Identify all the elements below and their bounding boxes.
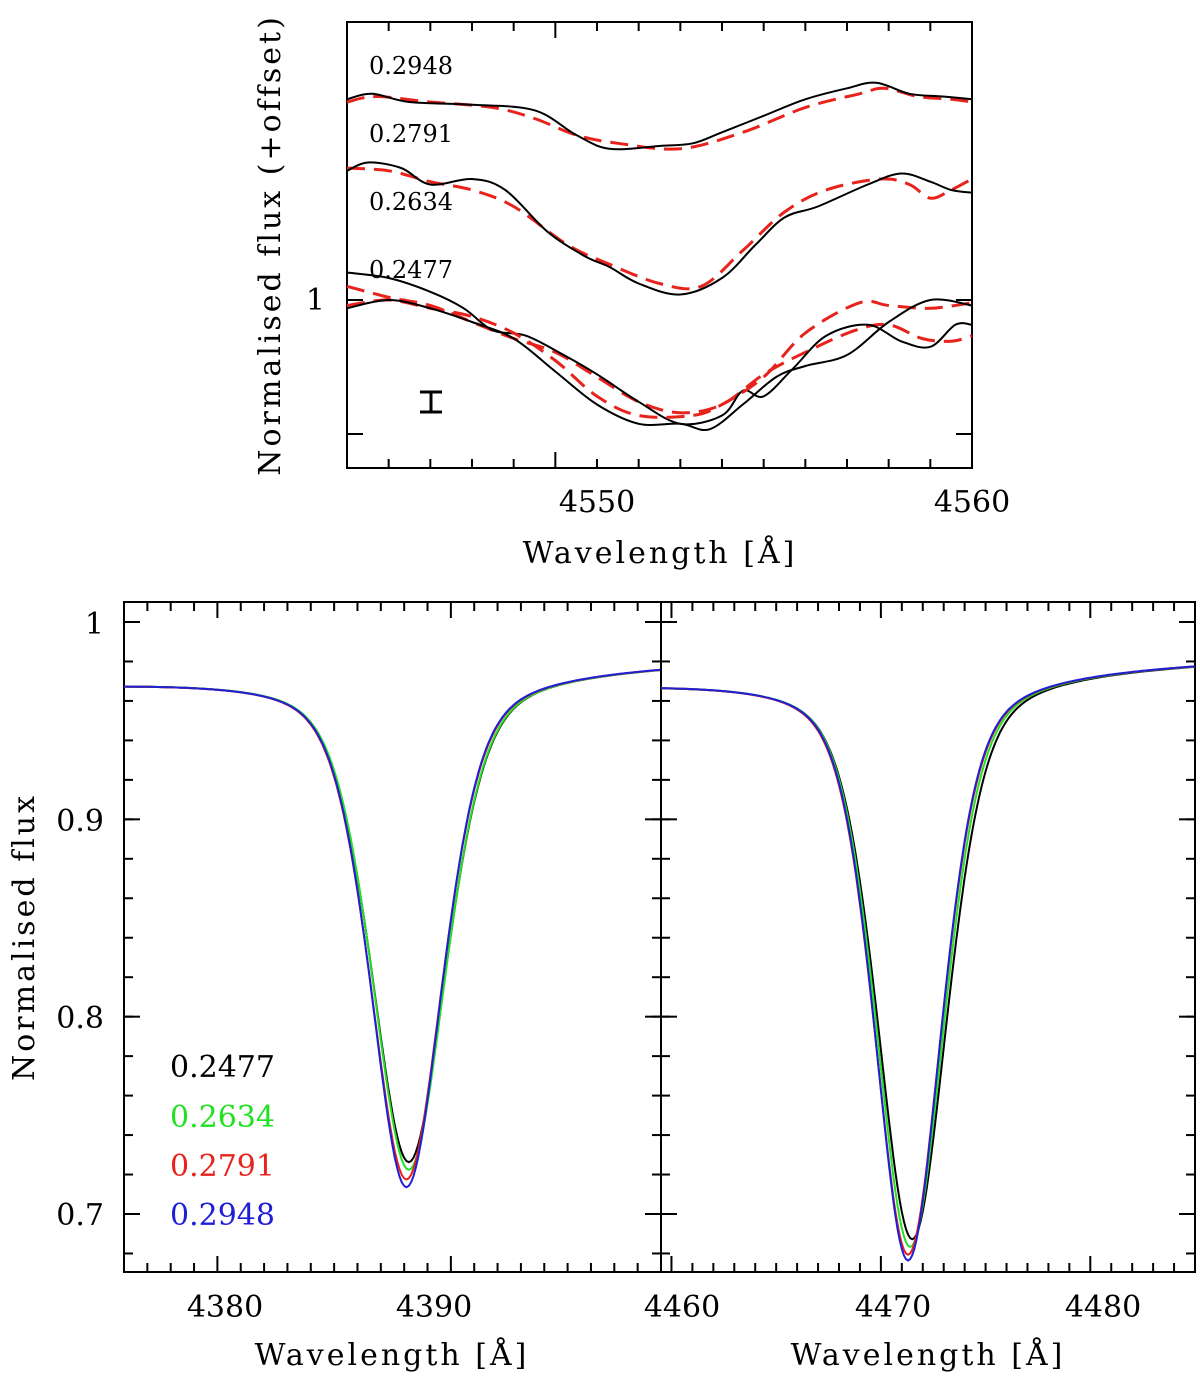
top-observed-curve-0.2948 (346, 81, 973, 151)
top-model-curve-0.2634 (346, 284, 973, 415)
br-curve-0.2948 (661, 665, 1196, 1262)
bottom-right-panel: 4460 4470 4480 Wavelength [Å] (644, 601, 1196, 1373)
legend-entry-0.2477: 0.2477 (170, 1050, 275, 1085)
legend-entry-0.2791: 0.2791 (170, 1149, 275, 1184)
bl-y-tick-1: 1 (85, 607, 104, 642)
top-curves (346, 81, 973, 432)
top-plot-frame (346, 21, 973, 469)
top-y-tick-1: 1 (306, 283, 325, 318)
bottom-left-curves (123, 668, 662, 1189)
top-label-0.2791: 0.2791 (369, 120, 453, 148)
top-x-tick-4560: 4560 (934, 485, 1010, 520)
error-bar (420, 390, 442, 414)
bl-y-tick-0.9: 0.9 (56, 804, 104, 839)
br-x-tick-4480: 4480 (1065, 1290, 1141, 1325)
bl-curve-0.2634 (124, 668, 662, 1171)
top-observed-curve-0.2477 (346, 298, 973, 432)
br-x-tick-4460: 4460 (644, 1290, 720, 1325)
top-model-curve-0.2791 (346, 166, 973, 291)
top-observed-curve-0.2634 (346, 271, 973, 426)
top-ticks (347, 22, 973, 468)
br-x-tick-4470: 4470 (855, 1290, 931, 1325)
top-label-0.2477: 0.2477 (369, 256, 453, 284)
top-label-0.2634: 0.2634 (369, 188, 453, 216)
top-observed-curve-0.2791 (346, 161, 973, 296)
bl-x-tick-4380: 4380 (187, 1290, 263, 1325)
bl-y-axis-title: Normalised flux (7, 793, 42, 1081)
top-curve-labels: 0.2948 0.2791 0.2634 0.2477 (369, 52, 453, 284)
bottom-left-panel: 4380 4390 0.7 0.8 0.9 1 Wavelength [Å] N… (7, 601, 662, 1373)
top-x-tick-4550: 4550 (559, 485, 635, 520)
bl-x-tick-4390: 4390 (396, 1290, 472, 1325)
top-model-curve-0.2477 (346, 298, 973, 419)
legend: 0.2477 0.2634 0.2791 0.2948 (170, 1050, 275, 1233)
bl-y-tick-0.8: 0.8 (56, 1001, 104, 1036)
legend-entry-0.2634: 0.2634 (170, 1100, 275, 1135)
bottom-right-ticks (661, 602, 1195, 1272)
top-x-axis-title: Wavelength [Å] (523, 535, 798, 571)
top-y-axis-title: Normalised flux (+offset) (253, 14, 288, 476)
bl-x-axis-title: Wavelength [Å] (255, 1337, 530, 1373)
bottom-right-curves (660, 665, 1196, 1262)
top-label-0.2948: 0.2948 (369, 52, 453, 80)
br-x-axis-title: Wavelength [Å] (791, 1337, 1066, 1373)
bl-y-tick-0.7: 0.7 (56, 1198, 104, 1233)
legend-entry-0.2948: 0.2948 (170, 1198, 275, 1233)
top-panel: 0.2948 0.2791 0.2634 0.2477 4550 4560 1 … (253, 14, 1010, 571)
bottom-left-ticks (124, 602, 661, 1272)
bl-curve-0.2477 (124, 669, 662, 1164)
bl-curve-0.2948 (124, 668, 662, 1189)
